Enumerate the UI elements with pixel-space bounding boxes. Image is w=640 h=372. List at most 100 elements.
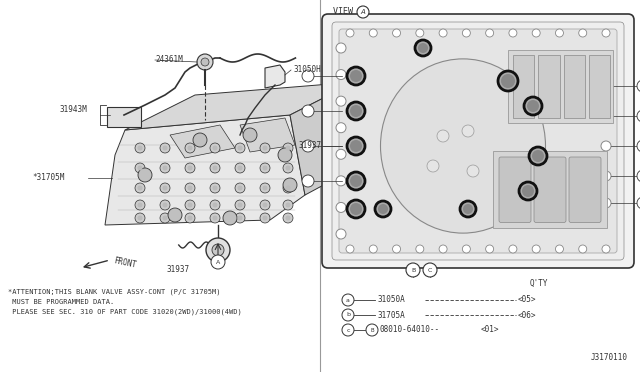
Circle shape — [467, 165, 479, 177]
Circle shape — [347, 102, 365, 120]
Circle shape — [460, 201, 476, 217]
Circle shape — [357, 6, 369, 18]
Circle shape — [509, 29, 517, 37]
Circle shape — [415, 40, 431, 56]
Circle shape — [637, 170, 640, 182]
Circle shape — [197, 54, 213, 70]
Circle shape — [350, 70, 362, 82]
Circle shape — [168, 208, 182, 222]
Circle shape — [524, 97, 542, 115]
Circle shape — [437, 130, 449, 142]
Circle shape — [285, 202, 291, 208]
Circle shape — [509, 245, 517, 253]
Circle shape — [212, 244, 224, 256]
Circle shape — [138, 145, 143, 151]
Circle shape — [212, 215, 218, 221]
Circle shape — [235, 213, 245, 223]
FancyBboxPatch shape — [534, 157, 566, 222]
Circle shape — [462, 125, 474, 137]
Bar — [508, 50, 613, 123]
Circle shape — [260, 163, 270, 173]
Circle shape — [237, 202, 243, 208]
Circle shape — [160, 163, 170, 173]
Circle shape — [285, 215, 291, 221]
Circle shape — [336, 176, 346, 186]
Circle shape — [212, 186, 218, 190]
Circle shape — [302, 70, 314, 82]
Circle shape — [302, 105, 314, 117]
Circle shape — [416, 245, 424, 253]
Circle shape — [342, 324, 354, 336]
Circle shape — [285, 166, 291, 170]
Text: Q'TY: Q'TY — [530, 279, 548, 288]
Text: J3170110: J3170110 — [591, 353, 628, 362]
Bar — [538, 55, 559, 118]
Circle shape — [423, 263, 437, 277]
Circle shape — [637, 140, 640, 152]
Circle shape — [556, 245, 563, 253]
Circle shape — [336, 149, 346, 159]
Circle shape — [601, 141, 611, 151]
Circle shape — [135, 213, 145, 223]
Circle shape — [211, 255, 225, 269]
Circle shape — [163, 145, 168, 151]
Text: 24361M: 24361M — [155, 55, 183, 64]
Circle shape — [185, 200, 195, 210]
Circle shape — [185, 183, 195, 193]
Bar — [563, 55, 585, 118]
Circle shape — [283, 183, 293, 193]
Circle shape — [366, 324, 378, 336]
Circle shape — [336, 43, 346, 53]
Circle shape — [262, 186, 268, 190]
Text: 31937: 31937 — [299, 141, 322, 151]
Circle shape — [498, 71, 518, 91]
Circle shape — [210, 213, 220, 223]
Circle shape — [601, 111, 611, 121]
Circle shape — [138, 168, 152, 182]
Circle shape — [302, 140, 314, 152]
Circle shape — [350, 203, 362, 215]
Circle shape — [160, 200, 170, 210]
Polygon shape — [170, 125, 235, 158]
FancyBboxPatch shape — [339, 29, 617, 253]
Circle shape — [212, 145, 218, 151]
Text: B: B — [370, 327, 374, 333]
Circle shape — [193, 133, 207, 147]
FancyBboxPatch shape — [499, 157, 531, 222]
FancyBboxPatch shape — [322, 14, 634, 268]
Circle shape — [201, 58, 209, 66]
Circle shape — [188, 186, 193, 190]
Circle shape — [262, 202, 268, 208]
Circle shape — [406, 263, 420, 277]
Circle shape — [283, 163, 293, 173]
Circle shape — [463, 204, 473, 214]
Circle shape — [283, 143, 293, 153]
Text: b: b — [346, 312, 350, 317]
Circle shape — [237, 166, 243, 170]
Circle shape — [283, 200, 293, 210]
Circle shape — [212, 202, 218, 208]
Circle shape — [185, 143, 195, 153]
Circle shape — [519, 182, 537, 200]
Text: <06>: <06> — [518, 311, 536, 320]
Circle shape — [369, 245, 377, 253]
Circle shape — [160, 183, 170, 193]
Circle shape — [369, 29, 377, 37]
Text: <05>: <05> — [518, 295, 536, 305]
Circle shape — [336, 70, 346, 80]
Text: A: A — [216, 260, 220, 264]
Text: MUST BE PROGRAMMED DATA.: MUST BE PROGRAMMED DATA. — [8, 299, 115, 305]
Circle shape — [462, 245, 470, 253]
Circle shape — [260, 213, 270, 223]
Circle shape — [260, 200, 270, 210]
Circle shape — [243, 128, 257, 142]
Circle shape — [350, 175, 362, 187]
Circle shape — [138, 202, 143, 208]
Circle shape — [392, 29, 401, 37]
Circle shape — [418, 43, 428, 53]
Circle shape — [342, 294, 354, 306]
Circle shape — [336, 202, 346, 212]
Circle shape — [602, 245, 610, 253]
Polygon shape — [265, 65, 285, 88]
Circle shape — [235, 143, 245, 153]
